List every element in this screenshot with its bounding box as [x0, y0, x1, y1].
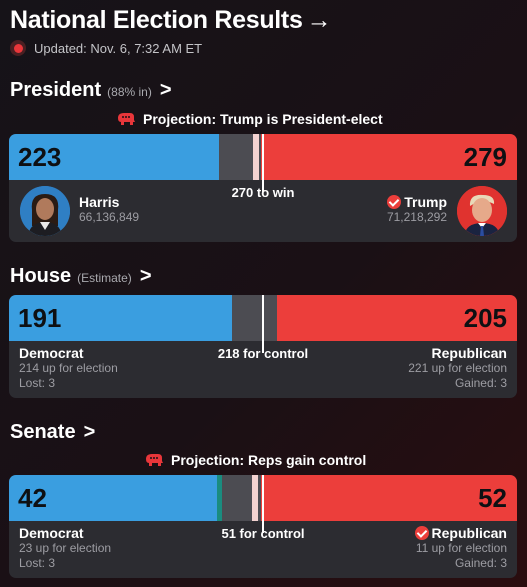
house-card[interactable]: 191 205 Democrat 214 up for election Los…	[9, 295, 517, 398]
president-projection: Projection: Trump is President-elect	[116, 111, 383, 127]
senate-heading-link[interactable]: Senate >	[10, 421, 95, 444]
senate-details: Democrat 23 up for election Lost: 3 51 f…	[9, 521, 517, 578]
senate-rep-up: 11 up for election	[415, 541, 507, 555]
senate-threshold: 51 for control	[221, 526, 305, 541]
harris-avatar	[20, 186, 70, 236]
checkmark-icon	[414, 526, 429, 540]
republican-elephant-icon	[146, 454, 163, 466]
president-heading-link[interactable]: President (88% in) >	[10, 79, 172, 102]
trump-avatar	[457, 186, 507, 236]
senate-rep-value: 52	[478, 483, 507, 513]
house-details: Democrat 214 up for election Lost: 3 218…	[9, 341, 517, 398]
president-projection-text: Projection: Trump is President-elect	[143, 111, 383, 127]
house-dem-name: Democrat	[19, 345, 84, 361]
house-rep-segment	[277, 295, 517, 341]
updated-text: Updated: Nov. 6, 7:32 AM ET	[34, 40, 203, 56]
president-win-line	[262, 134, 264, 192]
senate-bar: 42 52	[9, 475, 517, 533]
chevron-right-icon: >	[83, 421, 96, 443]
president-rep-segment	[261, 134, 517, 180]
senate-rep-info: Republican 11 up for election Gained: 3	[414, 525, 507, 571]
president-card[interactable]: 223 279 Harris 66,136,849 270 to win Tru…	[9, 134, 517, 242]
house-rep-up: 221 up for election	[408, 361, 507, 375]
president-heading: President	[10, 79, 102, 101]
house-win-line	[262, 295, 264, 353]
republican-elephant-icon	[118, 113, 135, 125]
house-uncalled-segment	[232, 295, 277, 341]
senate-leaning-segment	[252, 475, 258, 521]
senate-projection-text: Projection: Reps gain control	[171, 452, 367, 468]
live-dot-icon	[10, 40, 26, 56]
house-dem-value: 191	[18, 303, 62, 333]
president-rep-value: 279	[463, 142, 507, 172]
president-reporting: (88% in)	[107, 85, 152, 99]
senate-win-line	[262, 475, 264, 533]
president-threshold: 270 to win	[231, 185, 295, 200]
house-heading: House	[10, 265, 72, 287]
house-bar: 191 205	[9, 295, 517, 353]
senate-dem-value: 42	[18, 483, 47, 513]
president-dem-segment	[9, 134, 219, 180]
house-threshold: 218 for control	[217, 346, 309, 361]
arrow-right-icon: →	[306, 6, 332, 34]
president-details: Harris 66,136,849 270 to win Trump 71,21…	[9, 180, 517, 242]
page-title-text: National Election Results	[10, 6, 303, 34]
house-dem-segment	[9, 295, 232, 341]
chevron-right-icon: >	[159, 79, 172, 101]
senate-uncalled-segment	[222, 475, 267, 521]
chevron-right-icon: >	[139, 265, 152, 287]
harris-name: Harris	[79, 194, 120, 210]
house-rep-value: 205	[463, 303, 507, 333]
senate-dem-up: 23 up for election	[19, 541, 112, 555]
senate-rep-gained: Gained: 3	[454, 556, 507, 570]
house-dem-lost: Lost: 3	[19, 376, 56, 390]
updated-timestamp: Updated: Nov. 6, 7:32 AM ET	[10, 40, 202, 56]
senate-dem-info: Democrat 23 up for election Lost: 3	[19, 525, 111, 571]
senate-projection: Projection: Reps gain control	[144, 452, 366, 468]
senate-rep-name: Republican	[431, 525, 507, 541]
senate-dem-segment	[9, 475, 217, 521]
president-dem-value: 223	[18, 142, 62, 172]
harris-info: Harris 66,136,849	[79, 194, 139, 225]
house-heading-link[interactable]: House (Estimate) >	[10, 265, 152, 288]
house-dem-up: 214 up for election	[19, 361, 118, 375]
senate-heading: Senate	[10, 421, 76, 443]
senate-card[interactable]: 42 52 Democrat 23 up for election Lost: …	[9, 475, 517, 578]
house-rep-gained: Gained: 3	[454, 376, 507, 390]
president-leaning-segment	[253, 134, 259, 180]
senate-dem-name: Democrat	[19, 525, 84, 541]
house-dem-info: Democrat 214 up for election Lost: 3	[19, 345, 118, 391]
page-title[interactable]: National Election Results →	[10, 6, 332, 35]
trump-info: Trump 71,218,292	[387, 194, 447, 225]
senate-rep-segment	[261, 475, 517, 521]
senate-dem-lost: Lost: 3	[19, 556, 56, 570]
house-rep-name: Republican	[431, 345, 507, 361]
trump-votes: 71,218,292	[386, 210, 447, 224]
president-bar: 223 279	[9, 134, 517, 192]
checkmark-icon	[387, 195, 402, 209]
harris-votes: 66,136,849	[79, 210, 140, 224]
trump-name: Trump	[404, 194, 447, 210]
house-estimate: (Estimate)	[77, 271, 132, 285]
house-rep-info: Republican 221 up for election Gained: 3	[408, 345, 507, 391]
senate-independent-segment	[217, 475, 222, 521]
